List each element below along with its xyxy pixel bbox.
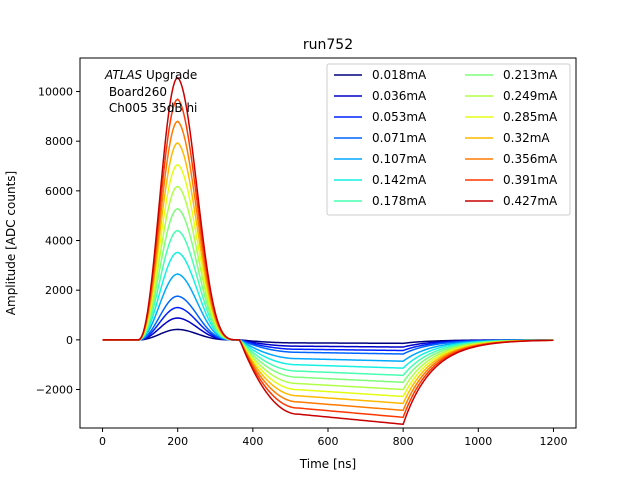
legend-label: 0.356mA xyxy=(503,152,558,166)
legend-entries: 0.018mA 0.036mA 0.053mA 0.071mA 0.107mA 0.142… xyxy=(334,68,558,208)
y-tick-label: 8000 xyxy=(45,135,73,148)
legend: 0.018mA 0.036mA 0.053mA 0.071mA 0.107mA 0.142… xyxy=(326,63,571,216)
annotation-line-2: Board260 xyxy=(105,85,167,99)
y-tick-label: 6000 xyxy=(45,185,73,198)
plot-area xyxy=(102,76,554,426)
y-tick-label: 0 xyxy=(66,334,73,347)
legend-label: 0.071mA xyxy=(372,131,427,145)
annotation-upgrade: Upgrade xyxy=(142,68,197,82)
legend-label: 0.018mA xyxy=(372,68,427,82)
series-line-0.427mA xyxy=(102,76,554,426)
y-axis-ticks: −2000 0 2000 4000 6000 8000 10000 xyxy=(36,86,80,397)
y-tick-label: −2000 xyxy=(36,384,73,397)
y-axis-label: Amplitude [ADC counts] xyxy=(4,171,18,315)
y-tick-label: 10000 xyxy=(38,86,73,99)
legend-label: 0.178mA xyxy=(372,194,427,208)
x-tick-label: 1000 xyxy=(464,435,492,448)
x-tick-label: 600 xyxy=(318,435,339,448)
legend-label: 0.32mA xyxy=(503,131,550,145)
legend-label: 0.213mA xyxy=(503,68,558,82)
annotation-atlas: ATLAS xyxy=(104,68,143,82)
legend-label: 0.036mA xyxy=(372,89,427,103)
y-tick-label: 2000 xyxy=(45,284,73,297)
x-tick-label: 200 xyxy=(167,435,188,448)
legend-label: 0.249mA xyxy=(503,89,558,103)
legend-label: 0.427mA xyxy=(503,194,558,208)
x-axis-label: Time [ns] xyxy=(299,457,356,471)
legend-label: 0.053mA xyxy=(372,110,427,124)
chart-title: run752 xyxy=(303,37,353,53)
x-tick-label: 1200 xyxy=(539,435,567,448)
annotation-line-3: Ch005 35dB hi xyxy=(105,101,197,115)
x-tick-label: 800 xyxy=(393,435,414,448)
x-axis-ticks: 0 200 400 600 800 1000 1200 xyxy=(99,428,567,448)
legend-frame xyxy=(326,63,571,216)
annotation-box: ATLAS Upgrade Board260 Ch005 35dB hi xyxy=(104,68,197,115)
legend-label: 0.142mA xyxy=(372,173,427,187)
legend-label: 0.107mA xyxy=(372,152,427,166)
x-tick-label: 400 xyxy=(242,435,263,448)
annotation-line-1: ATLAS Upgrade xyxy=(104,68,197,82)
legend-label: 0.391mA xyxy=(503,173,558,187)
y-tick-label: 4000 xyxy=(45,235,73,248)
series-lines xyxy=(102,76,554,426)
legend-label: 0.285mA xyxy=(503,110,558,124)
x-tick-label: 0 xyxy=(99,435,106,448)
